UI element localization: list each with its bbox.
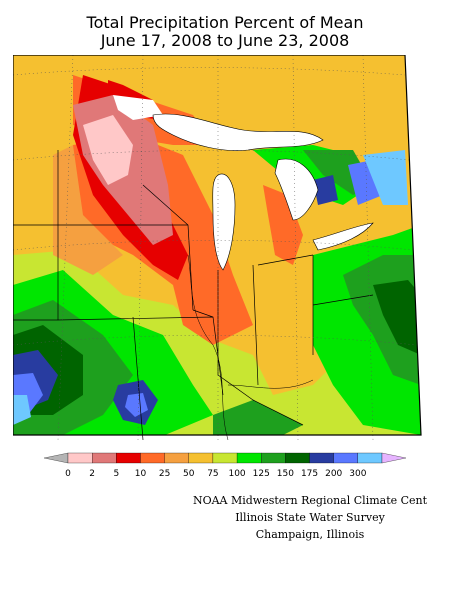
precip-zone-light-blue-northeast — [363, 150, 408, 205]
legend-tick-label: 75 — [207, 469, 218, 479]
lake-michigan — [212, 173, 236, 271]
lake-huron — [274, 158, 319, 221]
legend-tick-label: 5 — [113, 469, 119, 479]
precip-zone-white-patch — [113, 95, 163, 120]
credit-line-2: Illinois State Water Survey — [235, 511, 385, 524]
precip-zone-pink-core — [83, 115, 133, 185]
legend-color-box — [188, 452, 214, 464]
legend-color-box — [164, 452, 189, 464]
lake-superior — [152, 113, 324, 151]
legend-tick-label: 0 — [65, 469, 71, 479]
legend-color-box — [333, 452, 358, 464]
map-title-line-1: Total Precipitation Percent of Mean — [86, 13, 364, 32]
legend-tick-label: 2 — [89, 469, 95, 479]
legend-color-box — [67, 452, 93, 464]
legend-color-box — [92, 452, 117, 464]
legend-tick-label: 50 — [183, 469, 195, 479]
legend-color-box — [357, 452, 383, 464]
precip-zone-orange-michigan — [263, 185, 303, 265]
legend-under-arrow — [43, 452, 69, 464]
legend-color-box — [140, 452, 165, 464]
legend-color-box — [212, 452, 238, 464]
legend-color-box — [261, 452, 286, 464]
precip-zone-purple-northeast — [313, 175, 338, 205]
legend-color-box — [285, 452, 310, 464]
legend-color-box — [116, 452, 141, 464]
lake-erie — [312, 222, 374, 251]
precipitation-map — [13, 55, 422, 440]
precip-zone-dark-green-east — [373, 280, 421, 355]
legend-tick-label: 300 — [349, 469, 366, 479]
legend-tick-label: 175 — [301, 469, 318, 479]
legend-tick-label: 125 — [253, 469, 270, 479]
precip-zone-orange-west — [53, 145, 123, 275]
color-legend: 0 2 5 10 25 50 75 100 125 150 175 200 300 — [43, 452, 407, 479]
legend-color-box — [236, 452, 262, 464]
credit-line-1: NOAA Midwestern Regional Climate Cent — [192, 494, 428, 507]
legend-over-arrow — [381, 452, 407, 464]
legend-tick-label: 150 — [277, 469, 294, 479]
legend-color-box — [309, 452, 334, 464]
latitude-longitude-grid — [13, 55, 418, 440]
precip-zone-green-southeast — [213, 400, 303, 435]
legend-tick-label: 10 — [135, 469, 147, 479]
legend-tick-label: 100 — [228, 469, 245, 479]
legend-tick-label: 25 — [159, 469, 170, 479]
precip-zone-light-blue-southwest — [13, 395, 31, 425]
map-title-line-2: June 17, 2008 to June 23, 2008 — [100, 31, 350, 50]
legend-tick-label: 200 — [325, 469, 342, 479]
precip-zone-blue-south-central — [125, 393, 148, 417]
map-frame — [13, 55, 422, 436]
rivers — [187, 254, 314, 440]
credit-line-3: Champaign, Illinois — [255, 528, 365, 541]
